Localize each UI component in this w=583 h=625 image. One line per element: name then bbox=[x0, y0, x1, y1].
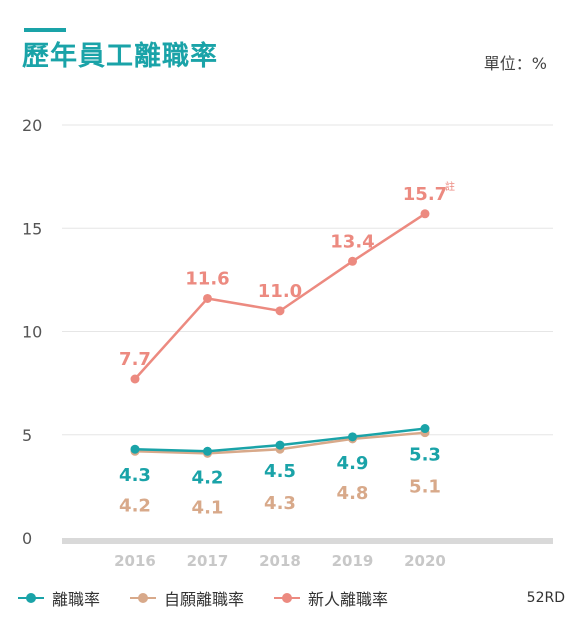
data-label: 4.5 bbox=[264, 461, 296, 482]
y-tick-label: 5 bbox=[22, 426, 32, 445]
x-tick-label: 2018 bbox=[259, 552, 301, 570]
y-tick-label: 15 bbox=[22, 219, 42, 238]
data-label: 13.4 bbox=[330, 231, 374, 252]
data-point bbox=[420, 209, 430, 219]
data-label: 4.1 bbox=[192, 497, 224, 518]
y-tick-label: 10 bbox=[22, 323, 42, 342]
data-point bbox=[420, 424, 430, 434]
data-label: 5.3 bbox=[409, 445, 441, 466]
footnote-mark: 註 bbox=[445, 181, 455, 193]
x-tick-label: 2019 bbox=[332, 552, 374, 570]
line-chart: 20 15 10 5 0 2016 2017 2018 2019 2020 7.7 11.6 11.0 1… bbox=[22, 116, 553, 570]
data-point bbox=[348, 256, 357, 266]
data-point bbox=[130, 444, 140, 454]
legend-swatch-turnover bbox=[18, 593, 44, 603]
legend-label-turnover: 離職率 bbox=[52, 590, 101, 609]
title-accent-bar bbox=[24, 28, 66, 32]
y-tick-label: 0 bbox=[22, 529, 32, 548]
legend-item-voluntary: 自願離職率 bbox=[130, 586, 244, 610]
data-point bbox=[203, 446, 212, 456]
legend: 離職率 自願離職率 新人離職率 bbox=[18, 586, 388, 610]
data-label: 4.2 bbox=[192, 467, 224, 488]
data-point bbox=[348, 432, 357, 442]
x-tick-label: 2020 bbox=[404, 552, 446, 570]
legend-item-turnover: 離職率 bbox=[18, 586, 100, 610]
data-label: 11.6 bbox=[185, 268, 229, 289]
data-label: 4.2 bbox=[119, 495, 151, 516]
data-label: 11.0 bbox=[258, 281, 302, 302]
legend-label-new-hire: 新人離職率 bbox=[308, 590, 389, 609]
x-tick-label: 2016 bbox=[114, 552, 156, 570]
brand-watermark: 52RD bbox=[526, 590, 565, 606]
data-label: 4.3 bbox=[119, 465, 151, 486]
data-point bbox=[203, 293, 212, 303]
legend-swatch-new-hire bbox=[274, 593, 301, 603]
legend-label-voluntary: 自願離職率 bbox=[164, 590, 245, 609]
legend-swatch-voluntary bbox=[130, 593, 157, 603]
data-label: 15.7 bbox=[403, 184, 447, 205]
unit-label: 單位：% bbox=[483, 54, 547, 73]
data-point bbox=[275, 440, 285, 450]
data-point bbox=[130, 374, 140, 384]
data-label: 4.9 bbox=[337, 453, 369, 474]
x-axis-baseline bbox=[62, 538, 553, 544]
x-tick-label: 2017 bbox=[187, 552, 229, 570]
data-label: 4.8 bbox=[337, 483, 369, 504]
page-title: 歷年員工離職率 bbox=[22, 41, 218, 72]
data-point bbox=[275, 306, 285, 316]
data-label: 4.3 bbox=[264, 493, 296, 514]
y-tick-label: 20 bbox=[22, 116, 42, 135]
legend-item-new-hire: 新人離職率 bbox=[274, 586, 388, 610]
data-label: 5.1 bbox=[409, 477, 441, 498]
data-label: 7.7 bbox=[119, 349, 151, 370]
